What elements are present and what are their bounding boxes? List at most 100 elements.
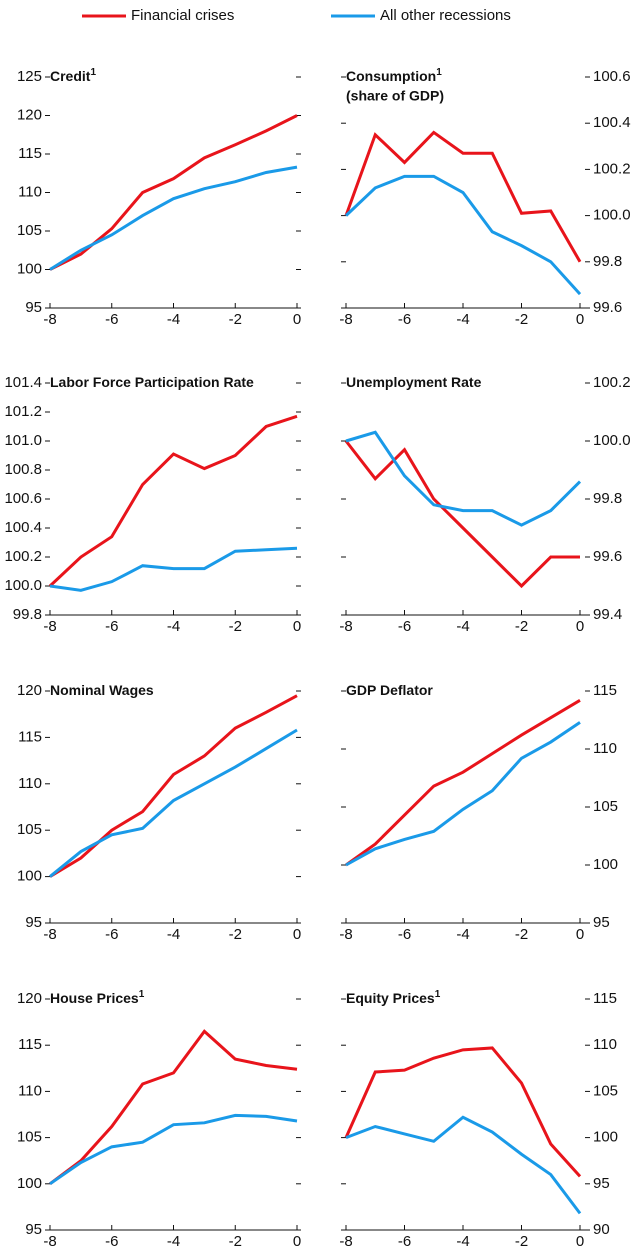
x-tick-label: -4	[456, 1233, 469, 1250]
y-tick-label: 120	[17, 990, 42, 1007]
x-tick-label: -8	[339, 311, 352, 328]
x-tick-label: 0	[576, 926, 584, 943]
series-line	[49, 165, 298, 271]
y-tick-label: 100.4	[4, 519, 42, 536]
x-tick-label: -6	[105, 926, 118, 943]
panel-title-text: Unemployment Rate	[346, 374, 482, 390]
y-tick-label: 100.0	[593, 207, 631, 224]
y-tick-label: 90	[593, 1221, 610, 1238]
panel-title-note: 1	[139, 989, 145, 1000]
x-tick-label: -4	[456, 926, 469, 943]
y-tick-label: 100	[593, 856, 618, 873]
x-tick-label: -8	[43, 926, 56, 943]
series-line	[49, 546, 298, 592]
y-tick-label: 99.8	[13, 606, 42, 623]
series-line	[345, 430, 582, 527]
y-tick-label: 100.0	[593, 432, 631, 449]
x-tick-label: -8	[339, 1233, 352, 1250]
y-tick-label: 105	[17, 821, 42, 838]
series-line	[49, 1029, 298, 1186]
x-tick-label: -8	[43, 618, 56, 635]
x-tick-label: -2	[229, 311, 242, 328]
x-tick-label: -6	[105, 618, 118, 635]
x-tick-label: -2	[515, 1233, 528, 1250]
panel-title-text: Labor Force Participation Rate	[50, 374, 254, 390]
x-tick-label: 0	[293, 618, 301, 635]
y-tick-label: 99.6	[593, 299, 622, 316]
series-line	[345, 721, 581, 867]
x-tick-label: -4	[167, 926, 180, 943]
x-tick-label: -2	[515, 926, 528, 943]
x-tick-label: -6	[105, 311, 118, 328]
x-tick-label: -2	[515, 618, 528, 635]
y-tick-label: 100	[17, 1175, 42, 1192]
panel-title-note: 1	[435, 989, 441, 1000]
x-tick-label: -8	[339, 926, 352, 943]
x-tick-label: 0	[293, 926, 301, 943]
x-tick-label: 0	[293, 1233, 301, 1250]
y-tick-label: 105	[593, 1082, 618, 1099]
panel-title-note: 1	[436, 67, 442, 78]
y-tick-label: 100.2	[593, 374, 631, 391]
y-tick-label: 100.0	[4, 577, 42, 594]
series-line	[344, 1046, 582, 1178]
y-tick-label: 99.8	[593, 490, 622, 507]
x-tick-label: -4	[456, 618, 469, 635]
y-tick-label: 115	[593, 990, 617, 1007]
x-tick-label: -6	[398, 618, 411, 635]
y-tick-label: 100.6	[4, 490, 42, 507]
y-tick-label: 105	[17, 1129, 42, 1146]
y-tick-label: 101.2	[4, 403, 42, 420]
y-tick-label: 95	[25, 299, 42, 316]
series-line	[344, 130, 582, 263]
panel-title: Equity Prices1	[346, 989, 441, 1006]
x-tick-label: -4	[456, 311, 469, 328]
series-line	[344, 440, 580, 589]
y-tick-label: 99.8	[593, 253, 622, 270]
panel-title: Labor Force Participation Rate	[50, 374, 254, 390]
panel-title: House Prices1	[50, 989, 145, 1006]
y-tick-label: 100	[17, 260, 42, 277]
x-tick-label: 0	[576, 618, 584, 635]
x-tick-label: -6	[398, 311, 411, 328]
y-tick-label: 105	[17, 222, 42, 239]
y-tick-label: 100.6	[593, 68, 631, 85]
x-tick-label: 0	[293, 311, 301, 328]
panel-title-text: GDP Deflator	[346, 682, 433, 698]
y-tick-label: 115	[18, 1036, 42, 1053]
x-tick-label: -8	[43, 1233, 56, 1250]
series-line	[49, 728, 298, 878]
y-tick-label: 101.0	[4, 432, 42, 449]
y-tick-label: 110	[593, 740, 617, 757]
y-tick-label: 110	[18, 183, 42, 200]
legend-label: All other recessions	[380, 7, 511, 24]
y-tick-label: 99.6	[593, 548, 622, 565]
y-tick-label: 100.2	[593, 160, 631, 177]
series-line	[345, 698, 581, 867]
panel-title: GDP Deflator	[346, 682, 433, 698]
x-tick-label: -6	[105, 1233, 118, 1250]
y-tick-label: 120	[17, 106, 42, 123]
x-tick-label: -2	[515, 311, 528, 328]
x-tick-label: -6	[398, 1233, 411, 1250]
x-tick-label: -8	[339, 618, 352, 635]
x-tick-label: -4	[167, 1233, 180, 1250]
series-line	[344, 174, 582, 296]
y-tick-label: 100	[17, 868, 42, 885]
panel-title: Consumption1	[346, 67, 442, 84]
legend-label: Financial crises	[131, 7, 234, 24]
y-tick-label: 110	[18, 775, 42, 792]
y-tick-label: 100	[593, 1129, 618, 1146]
x-tick-label: -4	[167, 618, 180, 635]
panel-title-text: Equity Prices	[346, 990, 435, 1006]
y-tick-label: 110	[593, 1036, 617, 1053]
y-tick-label: 110	[18, 1082, 42, 1099]
x-tick-label: -4	[167, 311, 180, 328]
panel-subtitle: (share of GDP)	[346, 88, 444, 104]
x-tick-label: -2	[229, 1233, 242, 1250]
y-tick-label: 95	[593, 1175, 610, 1192]
x-tick-label: -2	[229, 926, 242, 943]
panel-title: Unemployment Rate	[346, 374, 482, 390]
y-tick-label: 101.4	[4, 374, 42, 391]
